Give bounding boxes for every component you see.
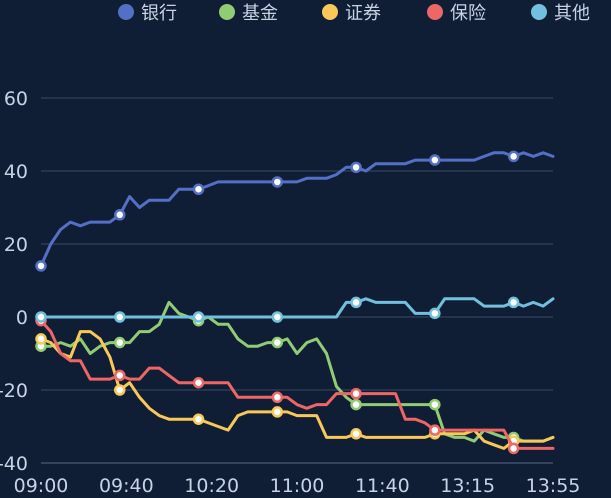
x-tick-label: 10:20 xyxy=(184,475,239,497)
legend-label: 银行 xyxy=(141,3,177,24)
series-line xyxy=(39,319,555,450)
data-point[interactable] xyxy=(271,391,284,404)
series-3 xyxy=(35,314,555,455)
data-point[interactable] xyxy=(192,311,205,323)
data-point[interactable] xyxy=(507,150,520,163)
legend-item[interactable]: 银行 xyxy=(118,3,177,24)
data-point[interactable] xyxy=(271,311,284,323)
data-point[interactable] xyxy=(192,183,205,195)
x-tick-label: 13:15 xyxy=(440,475,495,497)
series-0 xyxy=(35,150,555,272)
data-point[interactable] xyxy=(429,398,441,411)
y-tick-label: 60 xyxy=(4,88,28,110)
legend-label: 基金 xyxy=(242,3,278,24)
data-point[interactable] xyxy=(114,384,126,396)
series-line xyxy=(39,297,555,319)
data-point[interactable] xyxy=(350,296,362,309)
series-line xyxy=(39,330,555,450)
y-axis-ticks: -40 -20 0 20 40 60 xyxy=(0,88,28,475)
x-tick-label: 11:40 xyxy=(355,475,410,497)
legend-swatch xyxy=(118,4,134,20)
legend: 银行 基金 证券 保险 其他 xyxy=(118,3,590,24)
series-line xyxy=(39,151,555,268)
data-point[interactable] xyxy=(350,428,362,440)
series-line xyxy=(39,300,555,443)
y-tick-label: 20 xyxy=(4,234,28,256)
data-point[interactable] xyxy=(114,209,126,221)
y-tick-label: 0 xyxy=(16,307,28,329)
data-point[interactable] xyxy=(429,424,441,436)
data-point[interactable] xyxy=(350,387,362,400)
legend-item[interactable]: 其他 xyxy=(531,3,590,24)
y-tick-label: -40 xyxy=(0,453,28,475)
legend-item[interactable]: 基金 xyxy=(219,3,278,24)
data-point[interactable] xyxy=(114,311,126,323)
data-point[interactable] xyxy=(350,398,362,411)
x-axis: 09:00 09:40 10:20 11:00 11:40 13:15 13:55 xyxy=(14,462,581,497)
data-point[interactable] xyxy=(271,336,284,349)
legend-swatch xyxy=(322,4,338,20)
x-tick-label: 09:00 xyxy=(14,475,69,497)
data-point[interactable] xyxy=(114,369,126,382)
data-point[interactable] xyxy=(429,154,441,166)
data-point[interactable] xyxy=(271,406,284,418)
legend-label: 其他 xyxy=(554,3,590,24)
x-tick-label: 13:55 xyxy=(526,475,581,497)
x-tick-label: 11:00 xyxy=(270,475,325,497)
data-point[interactable] xyxy=(192,413,205,425)
data-point[interactable] xyxy=(35,311,47,323)
y-tick-label: 40 xyxy=(4,161,28,183)
series-lines xyxy=(35,150,555,455)
data-point[interactable] xyxy=(114,336,126,349)
legend-swatch xyxy=(531,4,547,20)
legend-label: 证券 xyxy=(345,3,381,24)
legend-item[interactable]: 保险 xyxy=(427,3,486,24)
series-4 xyxy=(35,296,555,323)
legend-item[interactable]: 证券 xyxy=(322,3,381,24)
data-point[interactable] xyxy=(507,296,520,309)
data-point[interactable] xyxy=(192,376,205,389)
y-tick-label: -20 xyxy=(0,380,28,402)
data-point[interactable] xyxy=(35,333,47,345)
legend-label: 保险 xyxy=(450,3,486,24)
x-tick-label: 09:40 xyxy=(99,475,154,497)
data-point[interactable] xyxy=(35,260,47,272)
data-point[interactable] xyxy=(429,307,441,320)
legend-swatch xyxy=(427,4,443,20)
data-point[interactable] xyxy=(350,161,362,174)
legend-swatch xyxy=(219,4,235,20)
data-point[interactable] xyxy=(507,442,520,455)
data-point[interactable] xyxy=(271,176,284,188)
